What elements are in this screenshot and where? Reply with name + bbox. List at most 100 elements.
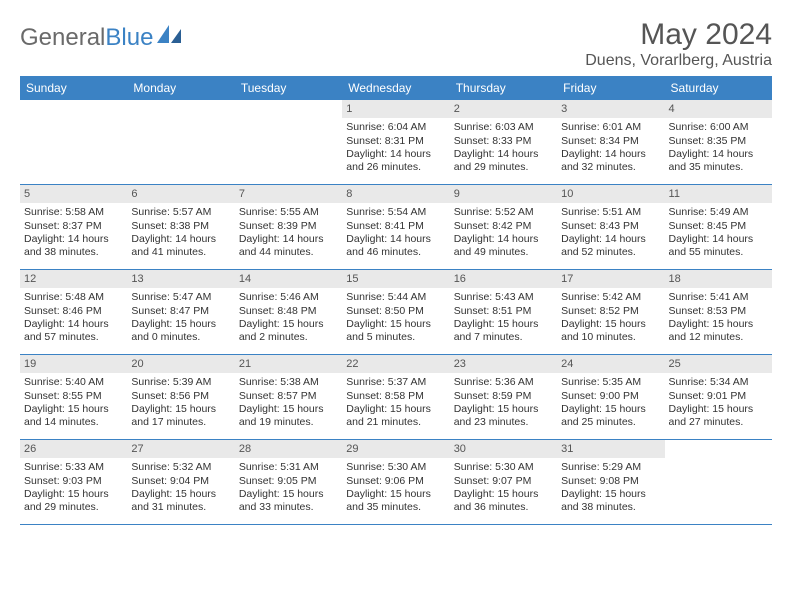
- day-number: 8: [342, 185, 449, 203]
- day-header-row: Sunday Monday Tuesday Wednesday Thursday…: [20, 76, 772, 100]
- header: GeneralBlue May 2024 Duens, Vorarlberg, …: [20, 18, 772, 70]
- day-number: 15: [342, 270, 449, 288]
- day-header: Sunday: [20, 76, 127, 100]
- sunrise-text: Sunrise: 5:52 AM: [454, 206, 553, 219]
- sunrise-text: Sunrise: 5:31 AM: [239, 461, 338, 474]
- sunrise-text: Sunrise: 6:01 AM: [561, 121, 660, 134]
- sunrise-text: Sunrise: 5:57 AM: [131, 206, 230, 219]
- sunrise-text: Sunrise: 5:47 AM: [131, 291, 230, 304]
- calendar-cell: 12 Sunrise: 5:48 AMSunset: 8:46 PMDayligh…: [20, 270, 127, 354]
- day-header: Wednesday: [342, 76, 449, 100]
- sunrise-text: Sunrise: 5:39 AM: [131, 376, 230, 389]
- logo-text-blue: Blue: [105, 24, 153, 52]
- calendar-cell: 17Sunrise: 5:42 AMSunset: 8:52 PMDayligh…: [557, 270, 664, 354]
- calendar-week: 26Sunrise: 5:33 AMSunset: 9:03 PMDayligh…: [20, 440, 772, 525]
- sunrise-text: Sunrise: 5:43 AM: [454, 291, 553, 304]
- sunset-text: Sunset: 8:41 PM: [346, 220, 445, 233]
- daylight-text: Daylight: 14 hours and 26 minutes.: [346, 148, 445, 175]
- day-number: 10: [557, 185, 664, 203]
- day-number: 1: [342, 100, 449, 118]
- calendar-cell: [235, 100, 342, 184]
- sunrise-text: Sunrise: 5:41 AM: [669, 291, 768, 304]
- daylight-text: Daylight: 15 hours and 12 minutes.: [669, 318, 768, 345]
- calendar-week: 19Sunrise: 5:40 AMSunset: 8:55 PMDayligh…: [20, 355, 772, 440]
- sunset-text: Sunset: 9:00 PM: [561, 390, 660, 403]
- calendar-cell: 7Sunrise: 5:55 AMSunset: 8:39 PMDaylight…: [235, 185, 342, 269]
- calendar-cell: 15 Sunrise: 5:44 AMSunset: 8:50 PMDayligh…: [342, 270, 449, 354]
- calendar-cell: [665, 440, 772, 524]
- daylight-text: Daylight: 14 hours and 38 minutes.: [24, 233, 123, 260]
- sunrise-text: Sunrise: 5:38 AM: [239, 376, 338, 389]
- daylight-text: Daylight: 15 hours and 31 minutes.: [131, 488, 230, 515]
- calendar-cell: [127, 100, 234, 184]
- daylight-text: Daylight: 14 hours and 32 minutes.: [561, 148, 660, 175]
- day-number: 19: [20, 355, 127, 373]
- calendar-cell: 3Sunrise: 6:01 AMSunset: 8:34 PMDaylight…: [557, 100, 664, 184]
- sunset-text: Sunset: 8:35 PM: [669, 135, 768, 148]
- calendar-cell: 19Sunrise: 5:40 AMSunset: 8:55 PMDayligh…: [20, 355, 127, 439]
- sunrise-text: Sunrise: 5:44 AM: [346, 291, 445, 304]
- day-number: 2: [450, 100, 557, 118]
- calendar-cell: 27Sunrise: 5:32 AMSunset: 9:04 PMDayligh…: [127, 440, 234, 524]
- sunset-text: Sunset: 9:04 PM: [131, 475, 230, 488]
- daylight-text: Daylight: 15 hours and 17 minutes.: [131, 403, 230, 430]
- day-header: Saturday: [665, 76, 772, 100]
- sunset-text: Sunset: 8:37 PM: [24, 220, 123, 233]
- sunset-text: Sunset: 9:07 PM: [454, 475, 553, 488]
- day-number: 4: [665, 100, 772, 118]
- day-number: 28: [235, 440, 342, 458]
- sunset-text: Sunset: 8:53 PM: [669, 305, 768, 318]
- calendar-cell: 5Sunrise: 5:58 AMSunset: 8:37 PMDaylight…: [20, 185, 127, 269]
- daylight-text: Daylight: 15 hours and 29 minutes.: [24, 488, 123, 515]
- daylight-text: Daylight: 15 hours and 0 minutes.: [131, 318, 230, 345]
- daylight-text: Daylight: 14 hours and 29 minutes.: [454, 148, 553, 175]
- daylight-text: Daylight: 14 hours and 41 minutes.: [131, 233, 230, 260]
- sunset-text: Sunset: 8:46 PM: [24, 305, 123, 318]
- day-number: 6: [127, 185, 234, 203]
- daylight-text: Daylight: 15 hours and 5 minutes.: [346, 318, 445, 345]
- daylight-text: Daylight: 14 hours and 44 minutes.: [239, 233, 338, 260]
- calendar-cell: 16Sunrise: 5:43 AMSunset: 8:51 PMDayligh…: [450, 270, 557, 354]
- day-header: Thursday: [450, 76, 557, 100]
- day-number: 26: [20, 440, 127, 458]
- day-number: 9: [450, 185, 557, 203]
- calendar-cell: 22Sunrise: 5:37 AMSunset: 8:58 PMDayligh…: [342, 355, 449, 439]
- logo: GeneralBlue: [20, 18, 183, 52]
- daylight-text: Daylight: 15 hours and 7 minutes.: [454, 318, 553, 345]
- day-number: 12: [20, 270, 127, 288]
- weeks-container: 1Sunrise: 6:04 AMSunset: 8:31 PMDaylight…: [20, 100, 772, 525]
- daylight-text: Daylight: 15 hours and 2 minutes.: [239, 318, 338, 345]
- day-number: 21: [235, 355, 342, 373]
- sunset-text: Sunset: 8:45 PM: [669, 220, 768, 233]
- day-number: 20: [127, 355, 234, 373]
- sunset-text: Sunset: 8:50 PM: [346, 305, 445, 318]
- sunset-text: Sunset: 8:31 PM: [346, 135, 445, 148]
- calendar-cell: 30Sunrise: 5:30 AMSunset: 9:07 PMDayligh…: [450, 440, 557, 524]
- calendar-cell: 8Sunrise: 5:54 AMSunset: 8:41 PMDaylight…: [342, 185, 449, 269]
- sunset-text: Sunset: 8:57 PM: [239, 390, 338, 403]
- day-number: 17: [557, 270, 664, 288]
- sunrise-text: Sunrise: 5:48 AM: [24, 291, 123, 304]
- sunset-text: Sunset: 8:58 PM: [346, 390, 445, 403]
- sunrise-text: Sunrise: 5:49 AM: [669, 206, 768, 219]
- calendar-cell: 29Sunrise: 5:30 AMSunset: 9:06 PMDayligh…: [342, 440, 449, 524]
- calendar-cell: 6Sunrise: 5:57 AMSunset: 8:38 PMDaylight…: [127, 185, 234, 269]
- daylight-text: Daylight: 14 hours and 55 minutes.: [669, 233, 768, 260]
- sunrise-text: Sunrise: 5:33 AM: [24, 461, 123, 474]
- calendar-cell: 4Sunrise: 6:00 AMSunset: 8:35 PMDaylight…: [665, 100, 772, 184]
- sunset-text: Sunset: 8:43 PM: [561, 220, 660, 233]
- sunset-text: Sunset: 8:59 PM: [454, 390, 553, 403]
- day-number: 14: [235, 270, 342, 288]
- calendar-cell: 13Sunrise: 5:47 AMSunset: 8:47 PMDayligh…: [127, 270, 234, 354]
- sunset-text: Sunset: 9:01 PM: [669, 390, 768, 403]
- page-title: May 2024: [585, 18, 772, 52]
- sunset-text: Sunset: 8:51 PM: [454, 305, 553, 318]
- day-number: 29: [342, 440, 449, 458]
- sunrise-text: Sunrise: 5:29 AM: [561, 461, 660, 474]
- calendar-cell: 26Sunrise: 5:33 AMSunset: 9:03 PMDayligh…: [20, 440, 127, 524]
- day-number: 3: [557, 100, 664, 118]
- daylight-text: Daylight: 14 hours and 46 minutes.: [346, 233, 445, 260]
- sunrise-text: Sunrise: 5:37 AM: [346, 376, 445, 389]
- sunset-text: Sunset: 8:48 PM: [239, 305, 338, 318]
- daylight-text: Daylight: 14 hours and 57 minutes.: [24, 318, 123, 345]
